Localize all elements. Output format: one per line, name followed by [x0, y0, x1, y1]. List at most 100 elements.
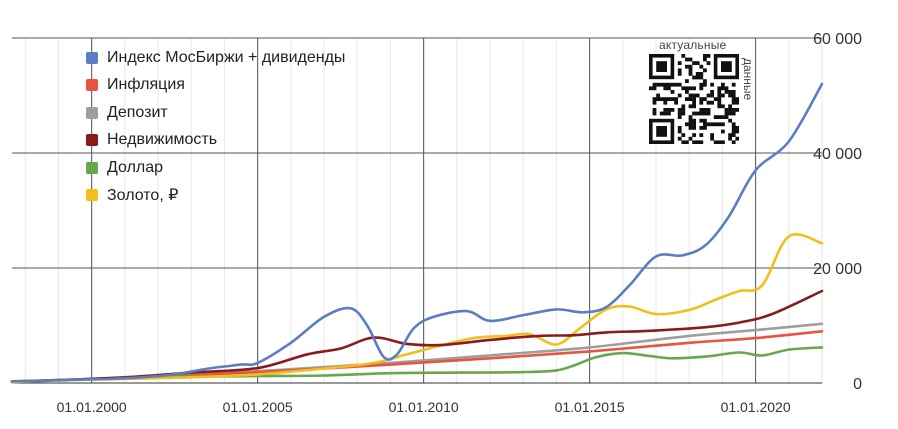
qr-module — [692, 75, 696, 80]
qr-module — [695, 111, 700, 116]
qr-module — [670, 108, 675, 112]
qr-module — [703, 54, 707, 58]
qr-module — [706, 122, 711, 127]
qr-module — [688, 97, 693, 101]
legend-item-gold: Золото, ₽ — [86, 182, 345, 210]
qr-module — [731, 133, 736, 137]
qr-module — [699, 100, 704, 105]
qr-module — [695, 93, 700, 98]
qr-module — [717, 104, 722, 109]
qr-module — [728, 93, 732, 98]
qr-module — [670, 90, 675, 94]
qr-module — [670, 97, 675, 101]
qr-module — [685, 140, 689, 144]
qr-module — [699, 97, 704, 101]
qr-module — [692, 133, 696, 137]
qr-module — [735, 129, 739, 134]
qr-module — [688, 115, 693, 119]
qr-module — [685, 90, 689, 94]
qr-module — [692, 140, 696, 144]
qr-module — [692, 126, 696, 130]
qr-module — [699, 72, 704, 76]
series-line-moex — [10, 82, 824, 383]
legend-swatch — [86, 79, 98, 92]
qr-module — [728, 118, 732, 123]
series-layer — [10, 82, 824, 384]
qr-module — [692, 61, 696, 65]
qr-finder — [656, 61, 667, 72]
qr-module — [688, 68, 693, 73]
qr-module — [677, 68, 682, 73]
legend-label: Индекс МосБиржи + дивиденды — [107, 48, 346, 66]
qr-module — [674, 100, 678, 105]
qr-label-side: данные — [741, 58, 755, 101]
qr-module — [731, 100, 736, 105]
qr-module — [713, 140, 718, 144]
qr-module — [685, 57, 689, 62]
qr-module — [703, 82, 707, 87]
qr-module — [710, 90, 714, 94]
legend-item-deposit: Депозит — [86, 99, 345, 127]
series-line-realty — [10, 289, 824, 383]
qr-module — [692, 122, 696, 127]
qr-module — [728, 133, 732, 137]
qr-module — [652, 97, 657, 101]
qr-module — [681, 140, 686, 144]
qr-module — [735, 126, 739, 130]
qr-module — [692, 111, 696, 116]
qr-module — [695, 75, 700, 80]
legend-item-inflation: Инфляция — [86, 72, 345, 100]
qr-module — [692, 118, 696, 123]
qr-module — [663, 97, 668, 101]
qr-module — [735, 108, 739, 112]
qr-module — [710, 93, 714, 98]
qr-module — [699, 64, 704, 69]
x-tick-label: 01.01.2020 — [721, 399, 791, 415]
legend: Индекс МосБиржи + дивиденды Инфляция Деп… — [86, 44, 345, 209]
qr-module — [677, 111, 682, 116]
qr-module — [706, 93, 711, 98]
qr-module — [706, 54, 711, 58]
qr-module — [656, 82, 660, 87]
qr-module — [724, 111, 729, 116]
legend-swatch — [86, 189, 98, 202]
qr-module — [699, 86, 704, 91]
qr-module — [688, 126, 693, 130]
qr-module — [677, 61, 682, 65]
qr-module — [724, 108, 729, 112]
x-tick-label: 01.01.2010 — [389, 399, 459, 415]
qr-module — [674, 82, 678, 87]
qr-module — [731, 97, 736, 101]
qr-module — [681, 104, 686, 109]
qr-module — [681, 108, 686, 112]
qr-code-icon[interactable] — [649, 54, 739, 144]
qr-module — [652, 111, 657, 116]
qr-module — [663, 111, 668, 116]
legend-swatch — [86, 51, 98, 64]
qr-module — [659, 97, 664, 101]
qr-module — [681, 133, 686, 137]
qr-module — [699, 108, 704, 112]
qr-label-top: актуальные — [659, 38, 727, 52]
qr-module — [699, 126, 704, 130]
qr-module — [717, 93, 722, 98]
qr-module — [713, 122, 718, 127]
qr-module — [728, 90, 732, 94]
qr-module — [677, 115, 682, 119]
qr-module — [713, 115, 718, 119]
legend-item-realty: Недвижимость — [86, 127, 345, 155]
qr-module — [703, 111, 707, 116]
qr-module — [703, 118, 707, 123]
qr-module — [717, 90, 722, 94]
qr-module — [713, 97, 718, 101]
qr-module — [731, 111, 736, 116]
y-axis: 0 20 000 40 000 60 000 — [813, 31, 862, 393]
qr-module — [699, 140, 704, 144]
legend-swatch — [86, 161, 98, 174]
y-tick-label: 40 000 — [813, 146, 862, 163]
qr-module — [703, 122, 707, 127]
qr-module — [652, 108, 657, 112]
qr-module — [695, 61, 700, 65]
qr-module — [656, 97, 660, 101]
qr-module — [721, 122, 725, 127]
